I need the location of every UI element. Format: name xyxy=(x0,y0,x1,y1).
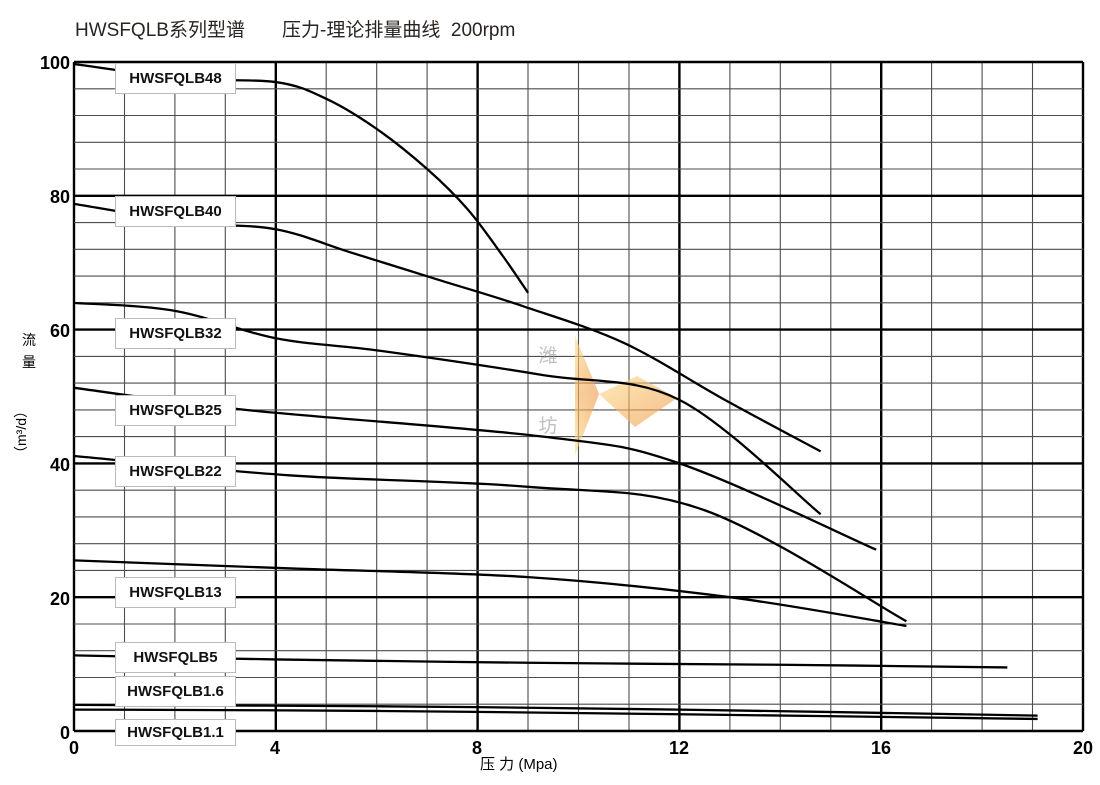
svg-text:潍: 潍 xyxy=(538,345,557,367)
svg-text:坊: 坊 xyxy=(538,415,557,437)
